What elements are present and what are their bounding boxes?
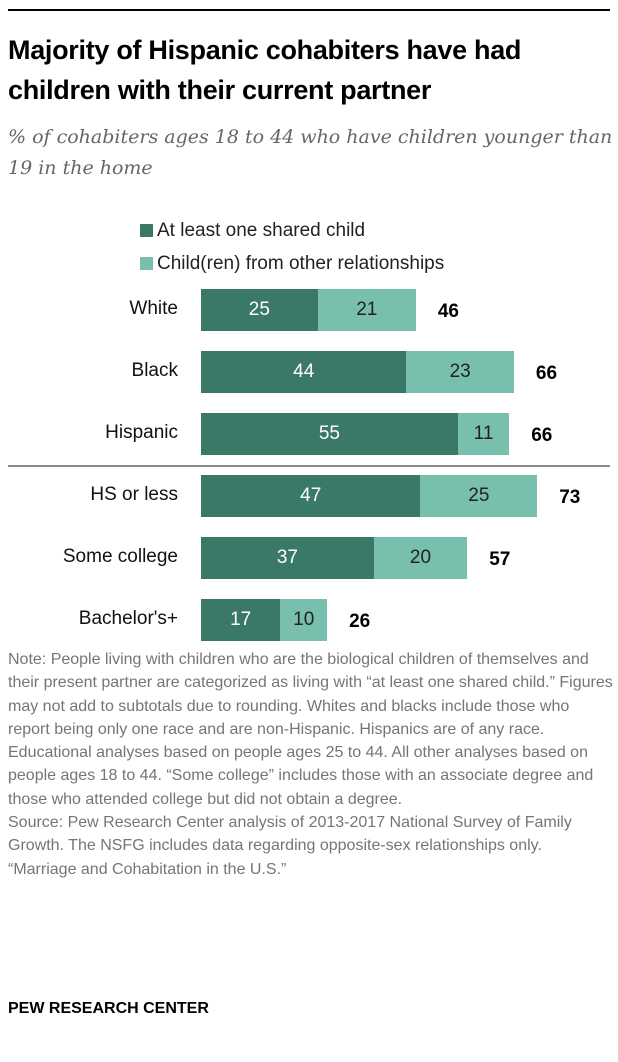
bar-segment-other (373, 537, 468, 579)
bar-segment-other (317, 289, 416, 331)
footer-logo: PEW RESEARCH CENTER (8, 1000, 209, 1017)
data-label: 11 (473, 423, 494, 444)
data-label: 10 (293, 609, 315, 630)
bar-segment-shared (201, 537, 374, 579)
data-label: 55 (318, 423, 340, 444)
data-label: 47 (300, 485, 322, 506)
bar-segment-other (280, 599, 328, 641)
data-label: 20 (409, 547, 432, 568)
bar-segment-shared (201, 351, 407, 393)
bar-segment-shared (201, 599, 281, 641)
bar-segment-other (420, 475, 538, 517)
category-label: Some college (62, 546, 178, 567)
category-label: Bachelor's+ (78, 608, 178, 629)
category-label: Hispanic (105, 422, 178, 443)
total-label: 26 (349, 611, 371, 632)
top-rule (8, 9, 610, 11)
data-label: 23 (449, 361, 471, 382)
category-label: White (129, 298, 178, 319)
report-title: “Marriage and Cohabitation in the U.S.” (8, 860, 287, 878)
legend-item-other: Child(ren) from other relationships (140, 253, 444, 275)
legend-swatch-shared (140, 224, 153, 237)
total-label: 73 (559, 487, 581, 508)
data-label: 25 (468, 485, 490, 506)
category-label: HS or less (90, 484, 178, 505)
bar-segment-shared (201, 413, 458, 455)
data-label: 25 (248, 299, 270, 320)
bar-segment-other (406, 351, 514, 393)
data-label: 37 (276, 547, 298, 568)
data-label: 21 (356, 299, 378, 320)
legend-label-other: Child(ren) from other relationships (157, 253, 445, 274)
category-label: Black (131, 360, 178, 381)
total-label: 66 (531, 425, 553, 446)
chart-subtitle: % of cohabiters ages 18 to 44 who have c… (8, 126, 613, 179)
legend-label-shared: At least one shared child (157, 220, 366, 241)
total-label: 66 (535, 363, 558, 384)
group-divider (8, 465, 610, 467)
total-label: 46 (437, 301, 459, 322)
source-text: Source: Pew Research Center analysis of … (8, 814, 572, 855)
data-label: 44 (293, 361, 315, 382)
chart-title: Majority of Hispanic cohabiters have had… (8, 35, 522, 105)
bar-segment-other (457, 413, 510, 455)
note-text: Note: People living with children who ar… (8, 651, 613, 808)
total-label: 57 (489, 549, 511, 570)
bar-segment-shared (201, 289, 318, 331)
legend-item-shared: At least one shared child (140, 220, 365, 242)
bar-segment-shared (201, 475, 421, 517)
notes: Note: People living with children who ar… (8, 648, 613, 881)
data-label: 17 (230, 609, 252, 630)
legend-swatch-other (140, 257, 153, 270)
